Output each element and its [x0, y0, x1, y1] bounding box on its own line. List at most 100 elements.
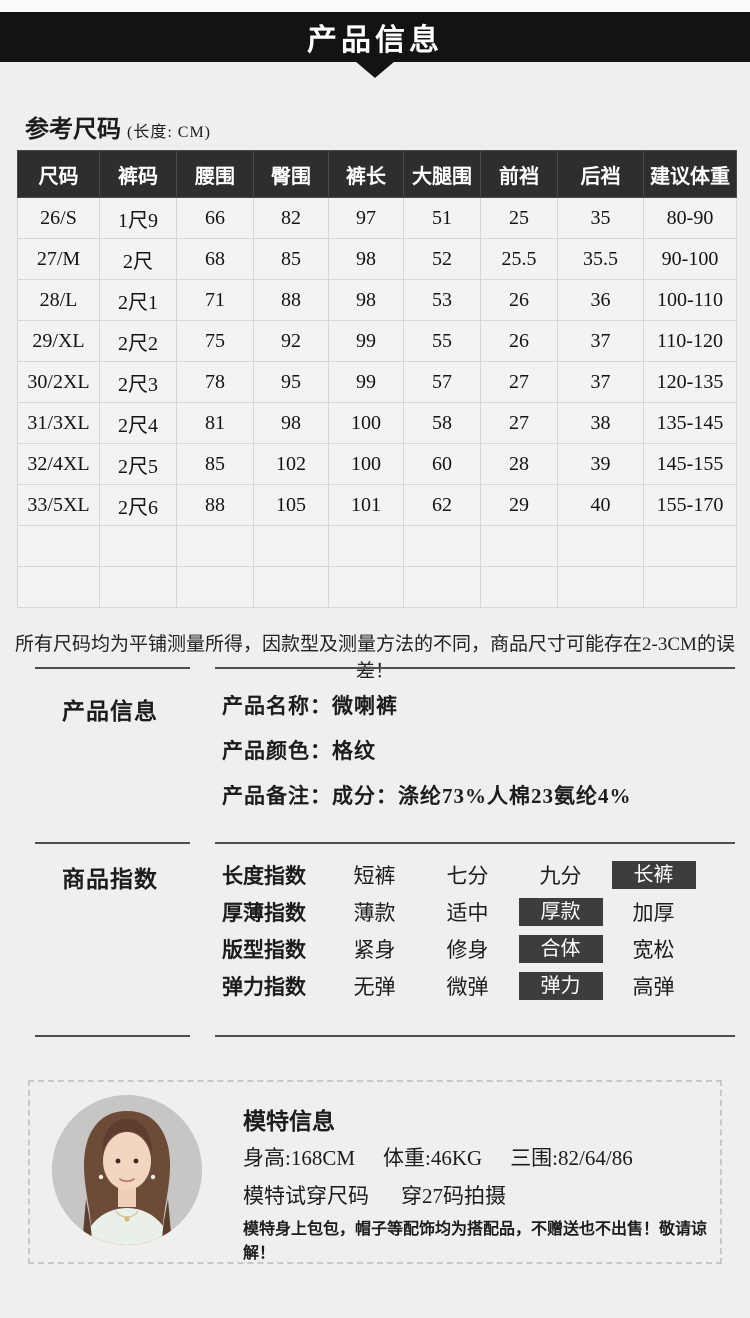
size-col-header: 裤长 [328, 150, 404, 198]
size-table-header-row: 尺码 裤码 腰围 臀围 裤长 大腿围 前裆 后裆 建议体重 [17, 150, 737, 198]
size-heading-text: 参考尺码 [25, 117, 121, 143]
product-index-label: 商品指数 [62, 867, 158, 892]
size-cell: 28 [480, 443, 558, 485]
size-col-header: 尺码 [17, 150, 100, 198]
product-index-row-label: 弹力指数 [222, 974, 306, 999]
divider-segment [35, 667, 190, 669]
size-cell-empty [99, 525, 177, 567]
model-portrait-illustration [52, 1095, 202, 1245]
product-index-row: 版型指数 紧身 修身 合体 宽松 [222, 930, 700, 967]
size-cell: 155-170 [643, 484, 737, 526]
size-heading-unit-note: (长度: CM) [127, 124, 212, 141]
product-index-option: 合体 [514, 934, 607, 963]
banner-title: 产品信息 [307, 24, 443, 57]
product-index-option: 短裤 [353, 863, 396, 888]
size-cell: 82 [253, 197, 329, 239]
size-cell: 97 [328, 197, 404, 239]
size-cell: 39 [557, 443, 644, 485]
divider-segment [215, 1035, 735, 1037]
size-cell: 55 [403, 320, 481, 362]
product-info-item-label: 产品名称： [222, 694, 332, 718]
size-cell: 145-155 [643, 443, 737, 485]
size-cell: 57 [403, 361, 481, 403]
banner: 产品信息 [0, 12, 750, 62]
size-cell: 30/2XL [17, 361, 100, 403]
model-info-box: 模特信息 身高:168CM 体重:46KG 三围:82/64/86 模特试穿尺码 穿2… [28, 1080, 722, 1264]
size-cell: 98 [253, 402, 329, 444]
size-col-header: 腰围 [176, 150, 254, 198]
size-cell-empty [17, 525, 100, 567]
size-cell: 27 [480, 402, 558, 444]
product-index-option: 适中 [446, 900, 489, 925]
model-fit-item: 模特试穿尺码 [243, 1184, 369, 1208]
size-cell: 29 [480, 484, 558, 526]
size-cell: 25.5 [480, 238, 558, 280]
size-section-heading: 参考尺码 (长度: CM) [25, 109, 211, 144]
product-info-item-value: 微喇裤 [332, 694, 398, 718]
size-cell-empty [99, 566, 177, 608]
size-cell: 88 [176, 484, 254, 526]
size-col-header: 大腿围 [403, 150, 481, 198]
top-strip [0, 0, 750, 12]
size-cell: 80-90 [643, 197, 737, 239]
product-index-option: 无弹 [353, 974, 396, 999]
size-table: 尺码 裤码 腰围 臀围 裤长 大腿围 前裆 后裆 建议体重 26/S 1尺9 66 82 97 51 25 3… [17, 150, 737, 608]
size-cell-empty [253, 566, 329, 608]
size-cell: 110-120 [643, 320, 737, 362]
size-cell: 100-110 [643, 279, 737, 321]
size-table-empty-row [17, 566, 737, 608]
product-info-items: 产品名称：微喇裤 产品颜色：格纹 产品备注：成分：涤纶73%人棉23氨纶4% [222, 690, 632, 825]
size-table-row: 26/S 1尺9 66 82 97 51 25 35 80-90 [17, 197, 737, 239]
product-index-option-selected: 弹力 [518, 971, 603, 1000]
size-col-header: 建议体重 [643, 150, 737, 198]
product-index-row-label: 长度指数 [222, 863, 306, 888]
product-index-option-selected: 厚款 [518, 897, 603, 926]
size-cell: 33/5XL [17, 484, 100, 526]
size-cell: 71 [176, 279, 254, 321]
size-cell: 35 [557, 197, 644, 239]
model-measurement: 身高:168CM [243, 1146, 356, 1170]
product-index-option: 弹力 [514, 971, 607, 1000]
size-cell: 92 [253, 320, 329, 362]
size-cell: 58 [403, 402, 481, 444]
divider-segment [35, 1035, 190, 1037]
model-measurement: 体重:46KG [383, 1146, 483, 1170]
size-cell: 2尺3 [99, 361, 177, 403]
size-cell: 78 [176, 361, 254, 403]
product-info-item: 产品名称：微喇裤 [222, 690, 632, 735]
size-cell: 85 [176, 443, 254, 485]
size-table-empty-row [17, 525, 737, 567]
measurement-note: 所有尺码均为平铺测量所得，因款型及测量方法的不同，商品尺寸可能存在2-3CM的误… [15, 634, 735, 682]
size-cell: 1尺9 [99, 197, 177, 239]
size-cell: 53 [403, 279, 481, 321]
size-cell: 2尺4 [99, 402, 177, 444]
size-cell: 27 [480, 361, 558, 403]
size-cell-empty [557, 566, 644, 608]
size-cell: 27/M [17, 238, 100, 280]
size-cell: 26 [480, 320, 558, 362]
product-index-option: 高弹 [632, 974, 675, 999]
size-cell: 2尺 [99, 238, 177, 280]
size-cell-empty [17, 566, 100, 608]
size-cell: 99 [328, 361, 404, 403]
size-cell: 37 [557, 320, 644, 362]
size-cell: 2尺1 [99, 279, 177, 321]
product-index-option: 加厚 [632, 900, 675, 925]
size-cell: 135-145 [643, 402, 737, 444]
size-cell: 105 [253, 484, 329, 526]
size-cell: 100 [328, 443, 404, 485]
divider-segment [215, 842, 735, 844]
size-table-row: 29/XL 2尺2 75 92 99 55 26 37 110-120 [17, 320, 737, 362]
product-index-row: 弹力指数 无弹 微弹 弹力 高弹 [222, 967, 700, 1004]
size-table-row: 33/5XL 2尺6 88 105 101 62 29 40 155-170 [17, 484, 737, 526]
size-cell: 68 [176, 238, 254, 280]
size-cell-empty [176, 566, 254, 608]
product-index-option: 宽松 [632, 937, 675, 962]
size-cell: 32/4XL [17, 443, 100, 485]
product-index-option: 紧身 [353, 937, 396, 962]
size-cell-empty [557, 525, 644, 567]
model-fit-item: 穿27码拍摄 [401, 1184, 506, 1208]
size-cell: 35.5 [557, 238, 644, 280]
product-index-option: 长裤 [607, 860, 700, 889]
product-info-item-value: 成分：涤纶73%人棉23氨纶4% [332, 784, 632, 808]
